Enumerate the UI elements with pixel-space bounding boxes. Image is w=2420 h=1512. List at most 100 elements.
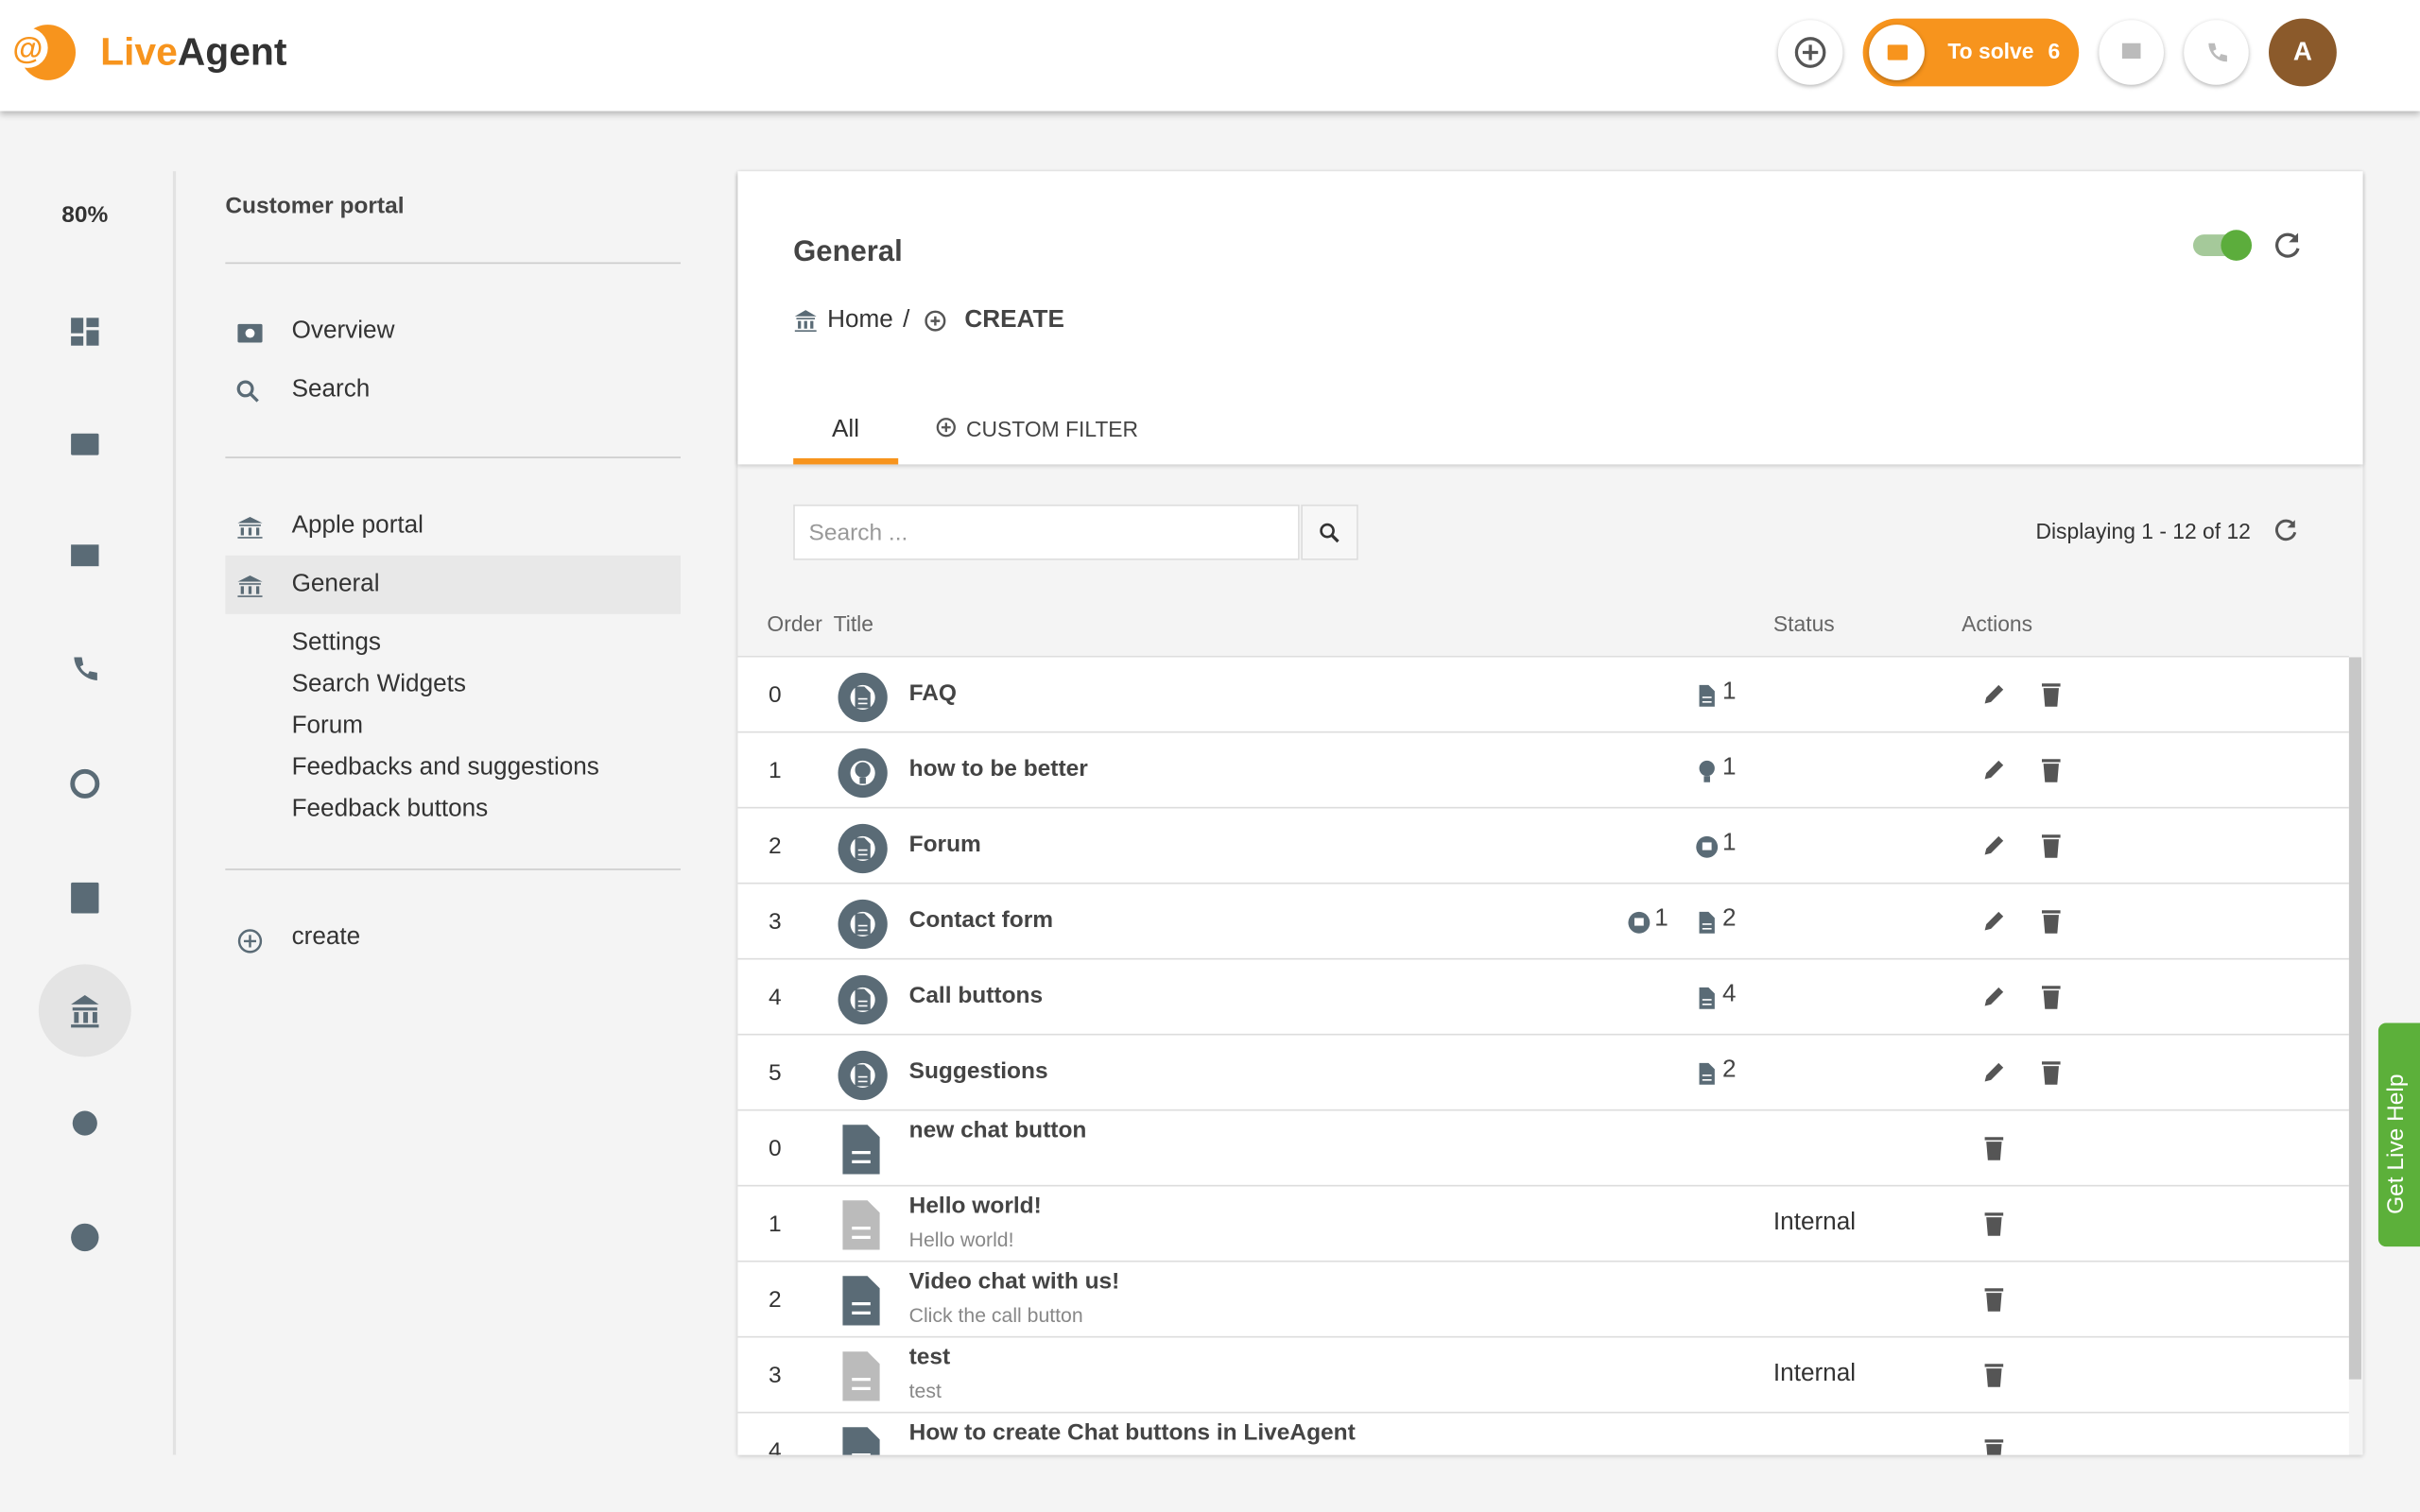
row-icon	[837, 898, 890, 958]
row-order: 4	[769, 984, 782, 1011]
count: 1	[1722, 679, 1737, 706]
table-row[interactable]: 5 Suggestions 2	[737, 1033, 2349, 1109]
nav-icon	[236, 927, 264, 963]
row-order: 0	[769, 1135, 782, 1162]
count-icon	[1695, 1061, 1720, 1093]
nav-item[interactable]: Apple portal	[291, 512, 424, 539]
row-order: 2	[769, 833, 782, 860]
edit-button[interactable]	[1980, 1058, 2008, 1094]
nav-item[interactable]: Search Widgets	[291, 671, 466, 697]
call-button[interactable]	[2184, 20, 2249, 85]
add-button[interactable]	[1777, 20, 1843, 85]
row-order: 2	[769, 1286, 782, 1314]
count: 1	[1654, 905, 1668, 933]
row-status: Internal	[1772, 1360, 1857, 1387]
breadcrumb-home[interactable]: Home	[827, 306, 893, 334]
delete-button[interactable]	[1981, 1361, 2006, 1397]
row-title: how to be better	[908, 755, 1088, 782]
count: 2	[1722, 1057, 1737, 1084]
row-title: Forum	[908, 831, 981, 858]
row-title: FAQ	[908, 679, 957, 707]
nav-item[interactable]: Forum	[291, 713, 364, 740]
table-row[interactable]: 1 how to be better 1	[737, 730, 2349, 807]
nav-item[interactable]: Settings	[291, 629, 381, 656]
row-order: 5	[769, 1059, 782, 1087]
delete-button[interactable]	[2039, 756, 2064, 792]
count: 1	[1722, 830, 1737, 857]
chat-button[interactable]	[2099, 20, 2164, 85]
breadcrumb-sep: /	[903, 306, 910, 334]
row-order: 1	[769, 1211, 782, 1238]
row-title: test	[908, 1344, 951, 1370]
nav-item[interactable]: Search	[291, 376, 371, 404]
edit-button[interactable]	[1980, 907, 2008, 943]
nav-item[interactable]: General	[291, 571, 380, 597]
search-button[interactable]	[1301, 504, 1358, 560]
nav-item[interactable]: Overview	[291, 318, 395, 345]
logo-agent: Agent	[177, 30, 287, 75]
nav-icon	[236, 321, 264, 353]
nav-item[interactable]: Feedbacks and suggestions	[291, 754, 599, 782]
nav-item[interactable]: create	[291, 923, 361, 951]
row-icon	[839, 1275, 883, 1335]
tab-all[interactable]: All	[831, 416, 860, 443]
row-status: Internal	[1772, 1209, 1857, 1236]
table-row[interactable]: 3 test test Internal	[737, 1335, 2349, 1412]
row-subtitle: Click the call button	[908, 1303, 1083, 1328]
table-row[interactable]: 4 How to create Chat buttons in LiveAgent	[737, 1411, 2349, 1455]
count: 2	[1722, 905, 1737, 933]
delete-button[interactable]	[1981, 1210, 2006, 1246]
feedback-tab[interactable]: Get Live Help	[2377, 1022, 2420, 1247]
count-icon	[1695, 759, 1720, 791]
sidebar-icons	[38, 318, 131, 1252]
avatar[interactable]: A	[2268, 18, 2337, 87]
delete-button[interactable]	[2039, 680, 2064, 716]
nav-title: Customer portal	[225, 193, 405, 219]
edit-button[interactable]	[1980, 832, 2008, 868]
refresh-list[interactable]	[2273, 517, 2301, 544]
delete-button[interactable]	[1981, 1285, 2006, 1321]
tab-underline	[793, 457, 899, 465]
table-row[interactable]: 2 Forum 1	[737, 806, 2349, 883]
edit-button[interactable]	[1980, 983, 2008, 1019]
delete-button[interactable]	[2039, 832, 2064, 868]
to-solve-label: To solve	[1947, 38, 2034, 63]
delete-button[interactable]	[2039, 907, 2064, 943]
delete-button[interactable]	[2039, 1058, 2064, 1094]
table-row[interactable]: 0 new chat button	[737, 1108, 2349, 1185]
row-title: Hello world!	[908, 1193, 1042, 1219]
delete-button[interactable]	[1981, 1436, 2006, 1455]
edit-button[interactable]	[1980, 756, 2008, 792]
to-solve-button[interactable]: To solve 6	[1862, 18, 2080, 87]
refresh[interactable]	[2273, 230, 2305, 261]
row-icon	[837, 1049, 890, 1109]
row-order: 4	[769, 1437, 782, 1455]
nav-item[interactable]: Feedback buttons	[291, 796, 489, 823]
table-row[interactable]: 1 Hello world! Hello world! Internal	[737, 1184, 2349, 1261]
scrollbar[interactable]	[2348, 657, 2361, 1380]
panel-header: General Home / CREATE All CUSTOM FILTER	[737, 171, 2363, 465]
search-input[interactable]: Search ...	[793, 504, 1300, 560]
row-icon	[839, 1426, 883, 1455]
row-title: Suggestions	[908, 1057, 1048, 1085]
delete-button[interactable]	[1981, 1134, 2006, 1170]
logo-live: Live	[100, 30, 178, 75]
edit-button[interactable]	[1980, 680, 2008, 716]
tab-custom-filter[interactable]: CUSTOM FILTER	[966, 416, 1139, 441]
count-icon	[1695, 986, 1720, 1018]
table-row[interactable]: 3 Contact form 2 1	[737, 882, 2349, 958]
nav-selected	[225, 555, 681, 614]
row-subtitle: Hello world!	[908, 1228, 1014, 1252]
table-row[interactable]: 0 FAQ 1	[737, 655, 2349, 731]
breadcrumb-current: CREATE	[964, 306, 1064, 334]
row-icon	[839, 1199, 883, 1260]
row-title: How to create Chat buttons in LiveAgent	[908, 1419, 1356, 1446]
row-icon	[839, 1124, 883, 1184]
delete-button[interactable]	[2039, 983, 2064, 1019]
zoom: 80%	[61, 201, 109, 229]
table-row[interactable]: 4 Call buttons 4	[737, 957, 2349, 1034]
toggle[interactable]	[2192, 230, 2253, 261]
top-bar: @ LiveAgent To solve 6 A	[0, 0, 2420, 112]
table-row[interactable]: 2 Video chat with us! Click the call butto…	[737, 1260, 2349, 1336]
row-order: 1	[769, 757, 782, 784]
